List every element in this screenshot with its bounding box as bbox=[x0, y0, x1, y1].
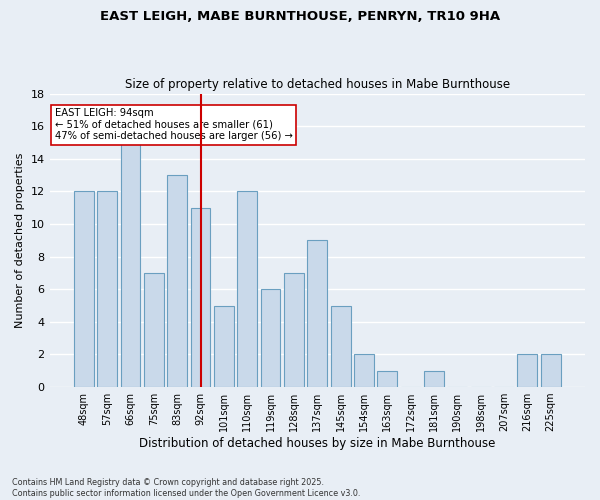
Text: EAST LEIGH, MABE BURNTHOUSE, PENRYN, TR10 9HA: EAST LEIGH, MABE BURNTHOUSE, PENRYN, TR1… bbox=[100, 10, 500, 23]
Title: Size of property relative to detached houses in Mabe Burnthouse: Size of property relative to detached ho… bbox=[125, 78, 510, 91]
Bar bbox=[377, 371, 397, 387]
Y-axis label: Number of detached properties: Number of detached properties bbox=[15, 152, 25, 328]
Bar bbox=[354, 354, 374, 387]
Bar bbox=[214, 306, 234, 387]
Bar bbox=[97, 192, 117, 387]
Bar bbox=[144, 273, 164, 387]
Bar bbox=[121, 142, 140, 387]
Bar bbox=[167, 175, 187, 387]
Bar bbox=[541, 354, 560, 387]
Bar bbox=[191, 208, 211, 387]
Bar bbox=[517, 354, 538, 387]
Bar bbox=[331, 306, 350, 387]
Bar bbox=[284, 273, 304, 387]
Bar bbox=[238, 192, 257, 387]
Text: Contains HM Land Registry data © Crown copyright and database right 2025.
Contai: Contains HM Land Registry data © Crown c… bbox=[12, 478, 361, 498]
X-axis label: Distribution of detached houses by size in Mabe Burnthouse: Distribution of detached houses by size … bbox=[139, 437, 496, 450]
Bar bbox=[74, 192, 94, 387]
Bar bbox=[424, 371, 444, 387]
Bar bbox=[260, 289, 280, 387]
Text: EAST LEIGH: 94sqm
← 51% of detached houses are smaller (61)
47% of semi-detached: EAST LEIGH: 94sqm ← 51% of detached hous… bbox=[55, 108, 293, 142]
Bar bbox=[307, 240, 327, 387]
